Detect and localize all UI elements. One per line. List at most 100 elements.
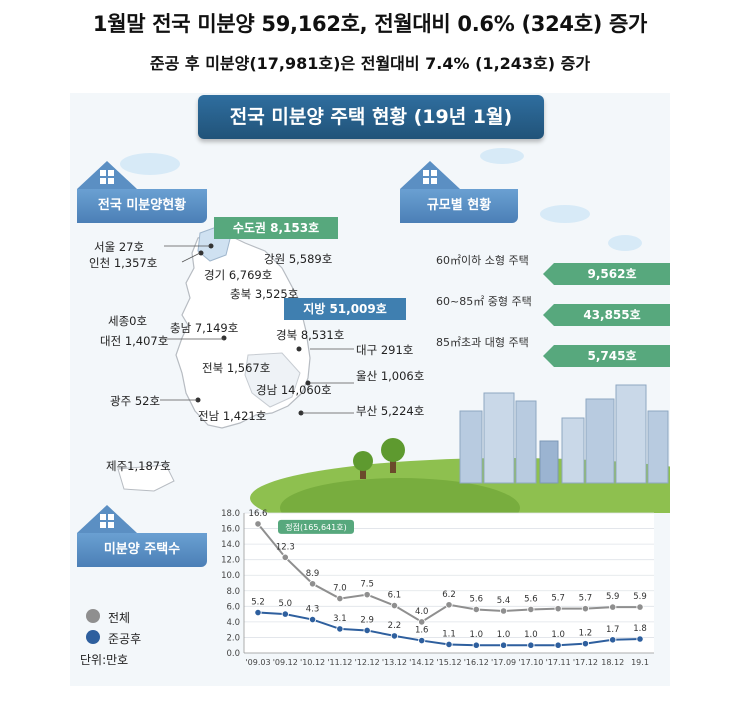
x-tick-label: '12.12 <box>355 658 380 667</box>
capital-region-tag: 수도권 8,153호 <box>214 217 338 239</box>
total-point <box>445 601 453 609</box>
house-icon <box>100 514 114 528</box>
x-tick-label: '17.11 <box>546 658 571 667</box>
x-tick-label: '09.03 <box>245 658 270 667</box>
completed-point <box>308 615 317 624</box>
total-data-label: 4.0 <box>415 607 429 617</box>
total-data-label: 5.9 <box>606 592 620 602</box>
completed-point <box>472 641 480 649</box>
total-data-label: 8.9 <box>306 569 320 579</box>
legend-completed-marker <box>86 630 100 644</box>
size-large-label: 85㎡초과 대형 주택 <box>436 336 529 349</box>
completed-point <box>363 626 371 635</box>
x-tick-label: '15.12 <box>436 658 461 667</box>
completed-data-label: 1.7 <box>606 625 620 635</box>
y-tick-label: 10.0 <box>221 571 240 581</box>
completed-data-label: 1.0 <box>470 630 484 640</box>
title-banner: 전국 미분양 주택 현황 (19년 1월) <box>198 95 544 139</box>
completed-point <box>418 636 426 645</box>
region-gangwon: 강원 5,589호 <box>264 252 333 266</box>
x-tick-label: 19.1 <box>631 658 649 667</box>
region-ulsan: 울산 1,006호 <box>356 369 425 383</box>
total-data-label: 5.6 <box>470 594 484 604</box>
legend-total-label: 전체 <box>108 611 131 625</box>
headline-completed: 준공 후 미분양(17,981호)은 전월대비 7.4% (1,243호) 증가 <box>149 54 591 73</box>
total-data-label: 7.5 <box>360 580 374 590</box>
total-point <box>472 605 480 614</box>
legend-total-marker <box>86 609 100 623</box>
total-point <box>609 603 617 611</box>
total-point <box>527 605 535 614</box>
y-tick-label: 4.0 <box>226 618 240 628</box>
size-small-label: 60㎡이하 소형 주택 <box>436 254 529 267</box>
x-tick-label: '16.12 <box>464 658 489 667</box>
region-daejeon: 대전 1,407호 <box>100 334 169 348</box>
completed-point <box>527 641 535 649</box>
region-gyeongnam: 경남 14,060호 <box>256 383 332 397</box>
region-busan: 부산 5,224호 <box>356 404 425 418</box>
y-tick-label: 8.0 <box>226 587 240 597</box>
total-data-label: 6.1 <box>388 591 402 601</box>
region-chungbuk: 충북 3,525호 <box>230 287 299 301</box>
unit-label: 단위:만호 <box>80 653 129 667</box>
total-data-label: 5.7 <box>579 594 593 604</box>
x-tick-label: 18.12 <box>601 658 624 667</box>
completed-point <box>609 636 617 644</box>
region-seoul: 서울 27호 <box>94 240 145 254</box>
total-data-label: 7.0 <box>333 584 347 594</box>
size-medium-label: 60~85㎡ 중형 주택 <box>436 295 532 308</box>
total-point <box>418 618 426 626</box>
completed-data-label: 4.3 <box>306 605 320 615</box>
completed-data-label: 1.2 <box>579 629 593 639</box>
total-point <box>390 601 399 610</box>
x-tick-label: '13.12 <box>382 658 407 667</box>
total-point <box>636 603 644 611</box>
completed-data-label: 2.9 <box>360 615 374 625</box>
x-tick-label: '17.09 <box>491 658 516 667</box>
region-jeonbuk: 전북 1,567호 <box>202 361 271 375</box>
x-tick-label: '09.12 <box>273 658 298 667</box>
y-tick-label: 6.0 <box>226 602 240 612</box>
completed-data-label: 1.6 <box>415 626 429 636</box>
y-tick-label: 18.0 <box>221 509 240 519</box>
y-tick-label: 16.0 <box>221 525 240 535</box>
region-gyeongbuk: 경북 8,531호 <box>276 328 345 342</box>
infographic: 전국 미분양 주택 현황 (19년 1월) 전국 미분양현황 규모별 현황 미분… <box>70 93 670 686</box>
total-data-label: 6.2 <box>442 590 456 600</box>
region-chungnam: 충남 7,149호 <box>170 321 239 335</box>
x-tick-label: '14.12 <box>409 658 434 667</box>
x-tick-label: '17.10 <box>518 658 543 667</box>
region-gwangju: 광주 52호 <box>110 394 161 408</box>
y-tick-label: 14.0 <box>221 540 240 550</box>
completed-data-label: 1.8 <box>633 624 647 634</box>
completed-point <box>445 640 453 649</box>
total-point <box>336 594 344 603</box>
total-point <box>581 605 590 613</box>
y-tick-label: 0.0 <box>226 649 240 659</box>
total-point <box>281 553 289 561</box>
peak-annotation-box <box>278 519 354 534</box>
total-data-label: 5.6 <box>524 594 538 604</box>
region-sejong: 세종0호 <box>108 314 148 328</box>
completed-data-label: 5.2 <box>251 598 265 608</box>
completed-point <box>281 610 289 618</box>
y-tick-label: 12.0 <box>221 556 240 566</box>
total-data-label: 12.3 <box>276 542 295 552</box>
completed-data-label: 1.0 <box>551 630 565 640</box>
region-jeju: 제주1,187호 <box>106 459 171 473</box>
total-data-label: 16.6 <box>249 509 268 519</box>
x-tick-label: '11.12 <box>327 658 352 667</box>
size-large-value: 5,745호 <box>543 345 670 367</box>
completed-data-label: 1.1 <box>442 629 456 639</box>
section-national-label: 전국 미분양현황 <box>97 198 187 213</box>
completed-point <box>636 635 644 643</box>
total-point <box>254 520 262 528</box>
region-jeonnam: 전남 1,421호 <box>198 409 267 423</box>
total-point <box>363 591 371 599</box>
total-data-label: 5.9 <box>633 592 647 602</box>
completed-data-label: 1.0 <box>497 630 511 640</box>
completed-data-label: 3.1 <box>333 614 347 624</box>
peak-annotation: 정점(165,641호) <box>285 522 346 532</box>
legend-completed-label: 준공후 <box>108 632 142 646</box>
completed-point <box>336 625 344 633</box>
